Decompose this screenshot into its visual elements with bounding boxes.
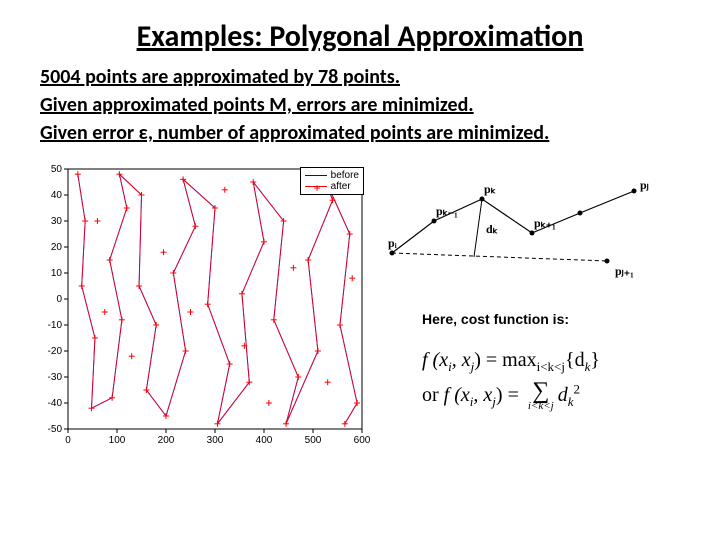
svg-text:pⱼ: pⱼ — [640, 181, 649, 192]
svg-text:40: 40 — [51, 190, 63, 201]
right-column: dₖ pᵢ pₖ₋₁ pₖ pₖ₊₁ pⱼ pⱼ₊₁ Here, cost function… — [382, 161, 680, 451]
legend-before: before — [305, 170, 359, 181]
svg-text:-40: -40 — [48, 398, 63, 409]
svg-text:-20: -20 — [48, 346, 63, 357]
content-row: 0 100 200 300 400 500 600 -50 -40 -30 -20 -10 0 10 20 3… — [40, 161, 680, 451]
svg-text:500: 500 — [305, 435, 322, 446]
svg-text:200: 200 — [158, 435, 175, 446]
svg-text:20: 20 — [51, 242, 63, 253]
svg-text:-10: -10 — [48, 320, 63, 331]
svg-text:100: 100 — [109, 435, 126, 446]
svg-text:pₖ₊₁: pₖ₊₁ — [534, 216, 556, 230]
approximation-chart: 0 100 200 300 400 500 600 -50 -40 -30 -20 -10 0 10 20 3… — [40, 161, 370, 451]
svg-text:pₖ₋₁: pₖ₋₁ — [436, 204, 458, 218]
svg-text:400: 400 — [256, 435, 273, 446]
svg-text:-30: -30 — [48, 372, 63, 383]
formula-sum: or f (xi, xj) = ∑i<k<jdk2 — [422, 378, 680, 413]
svg-text:pⱼ₊₁: pⱼ₊₁ — [615, 264, 634, 278]
svg-text:pₖ: pₖ — [484, 182, 497, 196]
chart-legend: before + after — [300, 167, 364, 195]
svg-text:dₖ: dₖ — [486, 222, 499, 236]
svg-text:300: 300 — [207, 435, 224, 446]
svg-text:-50: -50 — [48, 424, 63, 435]
cost-function-caption: Here, cost function is: — [422, 311, 680, 327]
svg-text:10: 10 — [51, 268, 63, 279]
legend-after: + after — [305, 181, 359, 192]
svg-text:0: 0 — [56, 294, 62, 305]
svg-text:0: 0 — [65, 435, 71, 446]
svg-text:pᵢ: pᵢ — [388, 236, 397, 250]
desc-line-3: Given error ε, number of approximated po… — [40, 119, 680, 147]
svg-text:600: 600 — [354, 435, 370, 446]
page-title: Examples: Polygonal Approximation — [40, 18, 680, 55]
legend-after-label: after — [331, 181, 351, 192]
formula-max: f (xi, xj) = maxi<k<j{dk} — [422, 343, 680, 378]
svg-text:30: 30 — [51, 216, 63, 227]
cost-function-formulae: f (xi, xj) = maxi<k<j{dk} or f (xi, xj) … — [422, 343, 680, 413]
svg-text:50: 50 — [51, 164, 63, 175]
distance-diagram: dₖ pᵢ pₖ₋₁ pₖ pₖ₊₁ pⱼ pⱼ₊₁ — [382, 181, 680, 291]
chart-svg: 0 100 200 300 400 500 600 -50 -40 -30 -20 -10 0 10 20 3… — [40, 161, 370, 451]
legend-before-label: before — [331, 170, 359, 181]
desc-line-1: 5004 points are approximated by 78 point… — [40, 63, 680, 91]
diagram-svg: dₖ pᵢ pₖ₋₁ pₖ pₖ₊₁ pⱼ pⱼ₊₁ — [382, 181, 662, 281]
desc-line-2: Given approximated points M, errors are … — [40, 91, 680, 119]
